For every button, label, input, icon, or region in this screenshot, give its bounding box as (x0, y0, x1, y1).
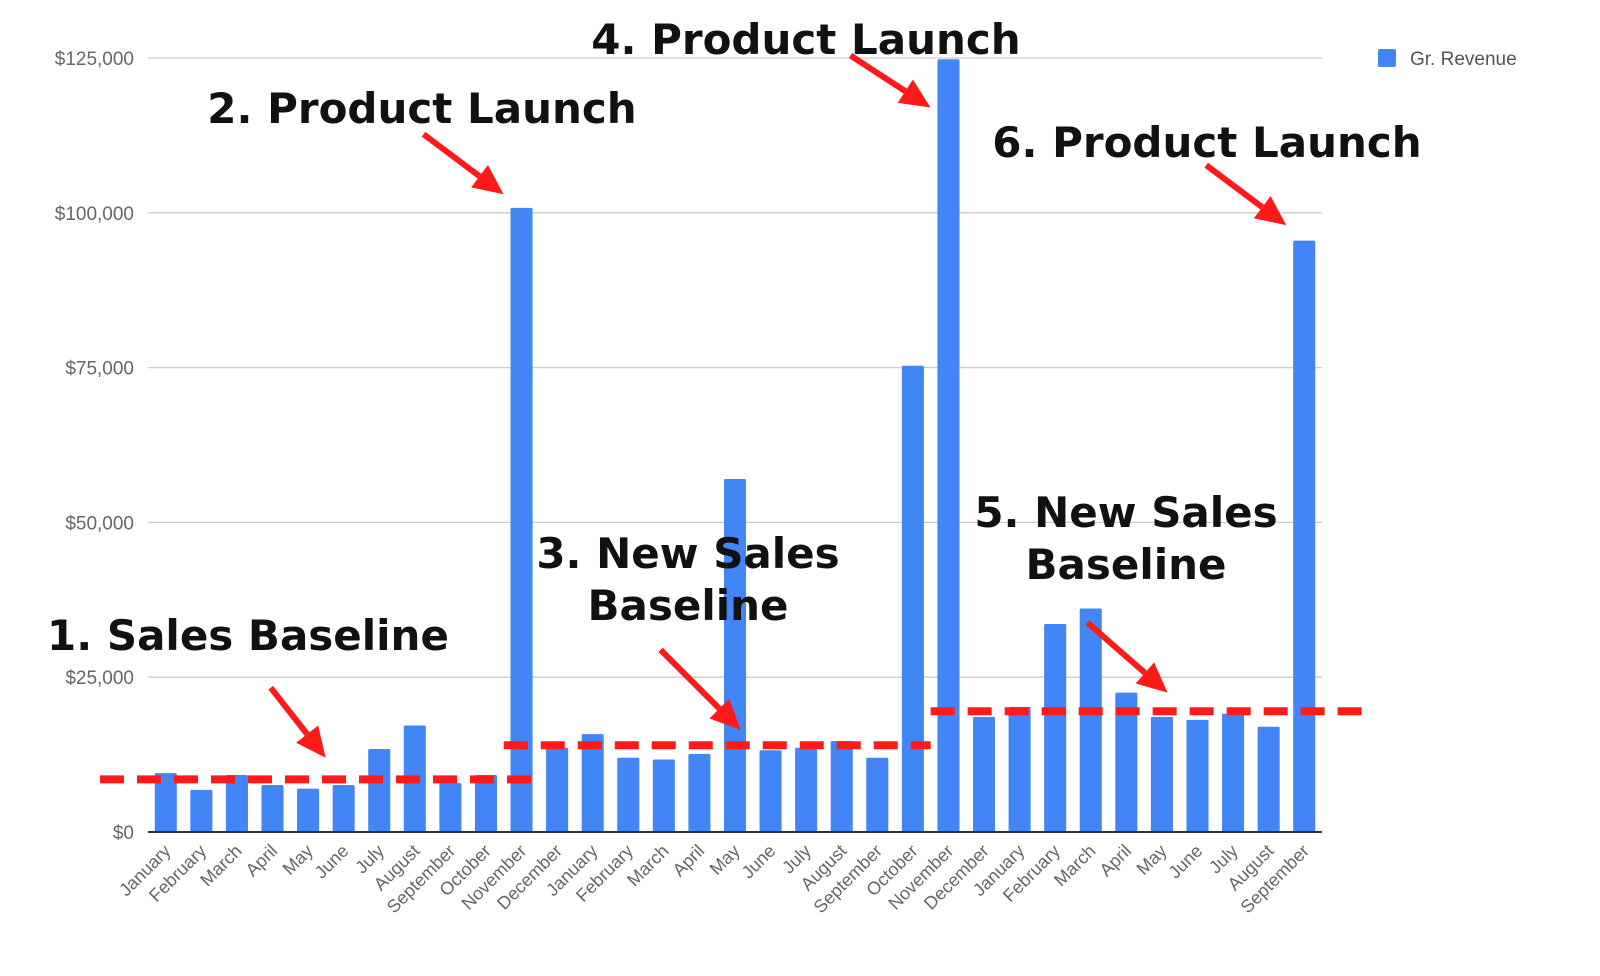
annotation-label: Baseline (587, 581, 788, 630)
annotation-arrow (1204, 162, 1265, 210)
annotation-arrowhead (296, 725, 326, 758)
baselines (100, 707, 1368, 784)
annotation-label: Baseline (1025, 540, 1226, 589)
annotation-arrowhead (471, 165, 504, 195)
bar (937, 59, 960, 832)
annotation-label: 3. New Sales (536, 529, 839, 578)
bar (225, 775, 248, 832)
bar (866, 757, 889, 832)
annotation-arrows (268, 53, 1287, 758)
x-tick-label: June (311, 841, 353, 883)
x-tick-label: March (623, 841, 673, 891)
annotation-label: 6. Product Launch (992, 118, 1421, 167)
bar (795, 747, 818, 832)
bar (546, 747, 569, 832)
annotation-arrowhead (897, 79, 931, 108)
annotation-arrow (1085, 620, 1147, 676)
bar (1186, 719, 1209, 832)
annotation-arrow (848, 53, 907, 94)
x-tick-label: May (279, 841, 317, 879)
x-tick-label: June (1165, 841, 1207, 883)
bars (154, 59, 1316, 832)
bar (190, 789, 213, 832)
y-tick-label: $25,000 (65, 668, 134, 689)
bar (510, 207, 533, 832)
annotation-label: 1. Sales Baseline (47, 611, 449, 660)
x-axis-labels: JanuaryFebruaryMarchAprilMayJuneJulyAugu… (115, 841, 1313, 917)
x-tick-label: May (1133, 841, 1171, 879)
legend-label: Gr. Revenue (1410, 49, 1517, 70)
y-tick-label: $75,000 (65, 359, 134, 380)
bar (1008, 706, 1031, 832)
bar (474, 775, 497, 832)
bar (1222, 713, 1245, 832)
annotation-arrowhead (709, 698, 741, 730)
x-tick-label: April (669, 841, 709, 881)
bar (759, 750, 782, 832)
x-tick-label: March (196, 841, 246, 891)
y-tick-label: $0 (113, 823, 134, 844)
x-tick-label: May (706, 841, 744, 879)
bar (154, 773, 177, 832)
annotation-arrow (268, 685, 310, 736)
bar (1079, 608, 1102, 832)
bar (688, 753, 711, 832)
bar (439, 783, 462, 832)
annotation-arrowhead (1135, 662, 1168, 693)
bar (1115, 692, 1138, 832)
annotation-label: 4. Product Launch (591, 15, 1020, 64)
y-tick-label: $50,000 (65, 513, 134, 534)
bar (1150, 716, 1173, 832)
bar (297, 788, 320, 832)
bar (368, 749, 391, 832)
y-tick-label: $125,000 (55, 49, 134, 70)
x-tick-label: April (242, 841, 282, 881)
bar (973, 716, 996, 832)
annotations: 1. Sales Baseline 2. Product Launch 3. New… (47, 15, 1422, 660)
y-tick-label: $100,000 (55, 204, 134, 225)
x-tick-label: April (1096, 841, 1136, 881)
bar (581, 734, 604, 832)
annotation-arrow (421, 131, 482, 179)
bar (332, 784, 355, 832)
annotation-label: 2. Product Launch (207, 84, 636, 133)
bar (652, 759, 675, 832)
x-tick-label: June (738, 841, 780, 883)
bar (261, 784, 284, 832)
legend: Gr. Revenue (1378, 49, 1517, 70)
legend-swatch (1378, 49, 1396, 67)
bar (830, 740, 853, 832)
x-tick-label: March (1050, 841, 1100, 891)
bar (901, 365, 924, 832)
bar (617, 757, 640, 832)
annotation-arrow (658, 647, 722, 711)
y-axis-ticks: $0 $25,000 $50,000 $75,000 $100,000 $125,000 (55, 49, 134, 844)
annotation-arrowhead (1253, 195, 1287, 226)
bar (1044, 623, 1067, 832)
bar (1257, 726, 1280, 832)
bar (1293, 240, 1316, 832)
annotation-label: 5. New Sales (974, 488, 1277, 537)
gridlines (148, 57, 1322, 678)
